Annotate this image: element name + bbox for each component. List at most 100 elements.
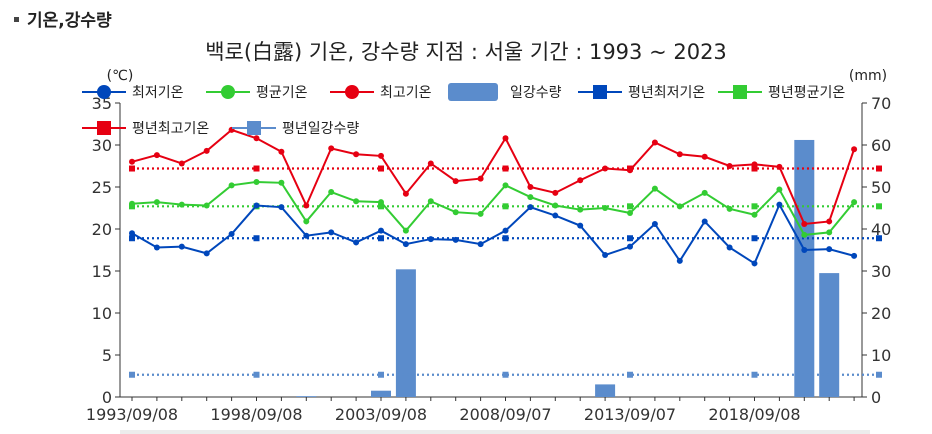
legend-marker [593,85,607,99]
legend-item: 평년평균기온 [718,85,845,101]
series-point [627,167,633,174]
series-point [328,229,335,236]
series-point [701,189,708,196]
series-point [552,202,559,209]
legend-swatch [448,83,498,101]
series-point [726,163,733,169]
series-point [427,236,434,243]
series-point [153,152,160,159]
horizontal-scrollbar[interactable] [120,430,870,434]
legend-label: 평년최저기온 [628,85,705,101]
series-point [153,244,160,251]
series-point [203,250,210,257]
legend-item: 최고기온 [330,85,432,101]
series-point [402,241,409,248]
normal-marker [627,203,633,210]
series-point [353,151,360,158]
x-tick-label: 1998/09/08 [210,405,302,424]
normal-marker [627,235,633,242]
y2-tick-label: 20 [871,304,891,323]
y-tick-label: 25 [92,178,112,197]
y-tick-label: 35 [92,94,112,113]
series-point [427,160,434,167]
series-point [851,252,858,259]
series-point [627,210,633,217]
series-point [751,260,758,267]
precip-bar [595,384,616,397]
normal-marker [876,371,882,378]
normal-marker [129,165,135,172]
line-series [129,126,858,227]
normal-marker [751,203,758,210]
legend-label: 최고기온 [380,85,432,101]
series-point [203,202,210,209]
normal-marker [253,165,260,172]
series-point [801,220,808,227]
precip-bar [794,139,815,397]
precip-bars [296,139,840,397]
series-point [801,247,808,253]
y2-tick-label: 50 [871,178,891,197]
series-point [826,246,833,253]
series-point [353,239,360,246]
series-point [153,199,160,206]
series-point [726,244,733,251]
x-tick-label: 2008/09/07 [459,405,551,424]
series-point [676,151,683,158]
series-point [129,230,135,237]
series-point [502,227,509,234]
series-point [552,212,559,219]
series-point [801,231,808,238]
series-point [278,179,285,186]
normal-marker [378,165,384,172]
y-tick-label: 30 [92,136,112,155]
legend-marker [733,85,747,99]
series-point [178,160,185,167]
precip-bar [395,269,416,397]
legend-marker [97,121,111,135]
series-point [253,202,260,209]
normal-marker [876,203,882,210]
series-point [477,241,484,248]
legend-label: 평균기온 [256,85,308,101]
series-point [776,163,783,170]
normal-marker [751,371,758,378]
series-point [129,158,135,165]
normal-marker [751,165,758,172]
series-point [178,243,185,250]
series-point [278,204,285,211]
series-point [378,227,384,234]
y2-tick-label: 0 [871,388,881,407]
series-point [776,186,783,193]
normal-marker [502,235,509,242]
series-line [131,202,855,265]
series-point [651,139,658,146]
series-point [776,201,783,208]
line-series [129,178,858,238]
series-point [253,178,260,185]
series-point [328,145,335,152]
y-tick-label: 0 [102,388,112,407]
series-point [278,148,285,155]
series-point [477,175,484,182]
legend-item: 평균기온 [206,85,308,101]
series-point [452,178,459,185]
y-tick-label: 15 [92,262,112,281]
series-point [552,189,559,196]
series-point [228,231,235,238]
normal-marker [378,203,384,210]
series-point [452,209,459,216]
series-point [303,218,310,225]
normal-marker [253,371,260,378]
legend-marker [345,85,359,99]
x-tick-label: 1993/09/08 [86,405,178,424]
series-point [502,182,509,189]
series-point [751,211,758,218]
precip-bar [819,273,840,397]
y-tick-label: 20 [92,220,112,239]
legend-marker [97,85,111,99]
y2-tick-label: 40 [871,220,891,239]
normal-marker [129,371,135,378]
